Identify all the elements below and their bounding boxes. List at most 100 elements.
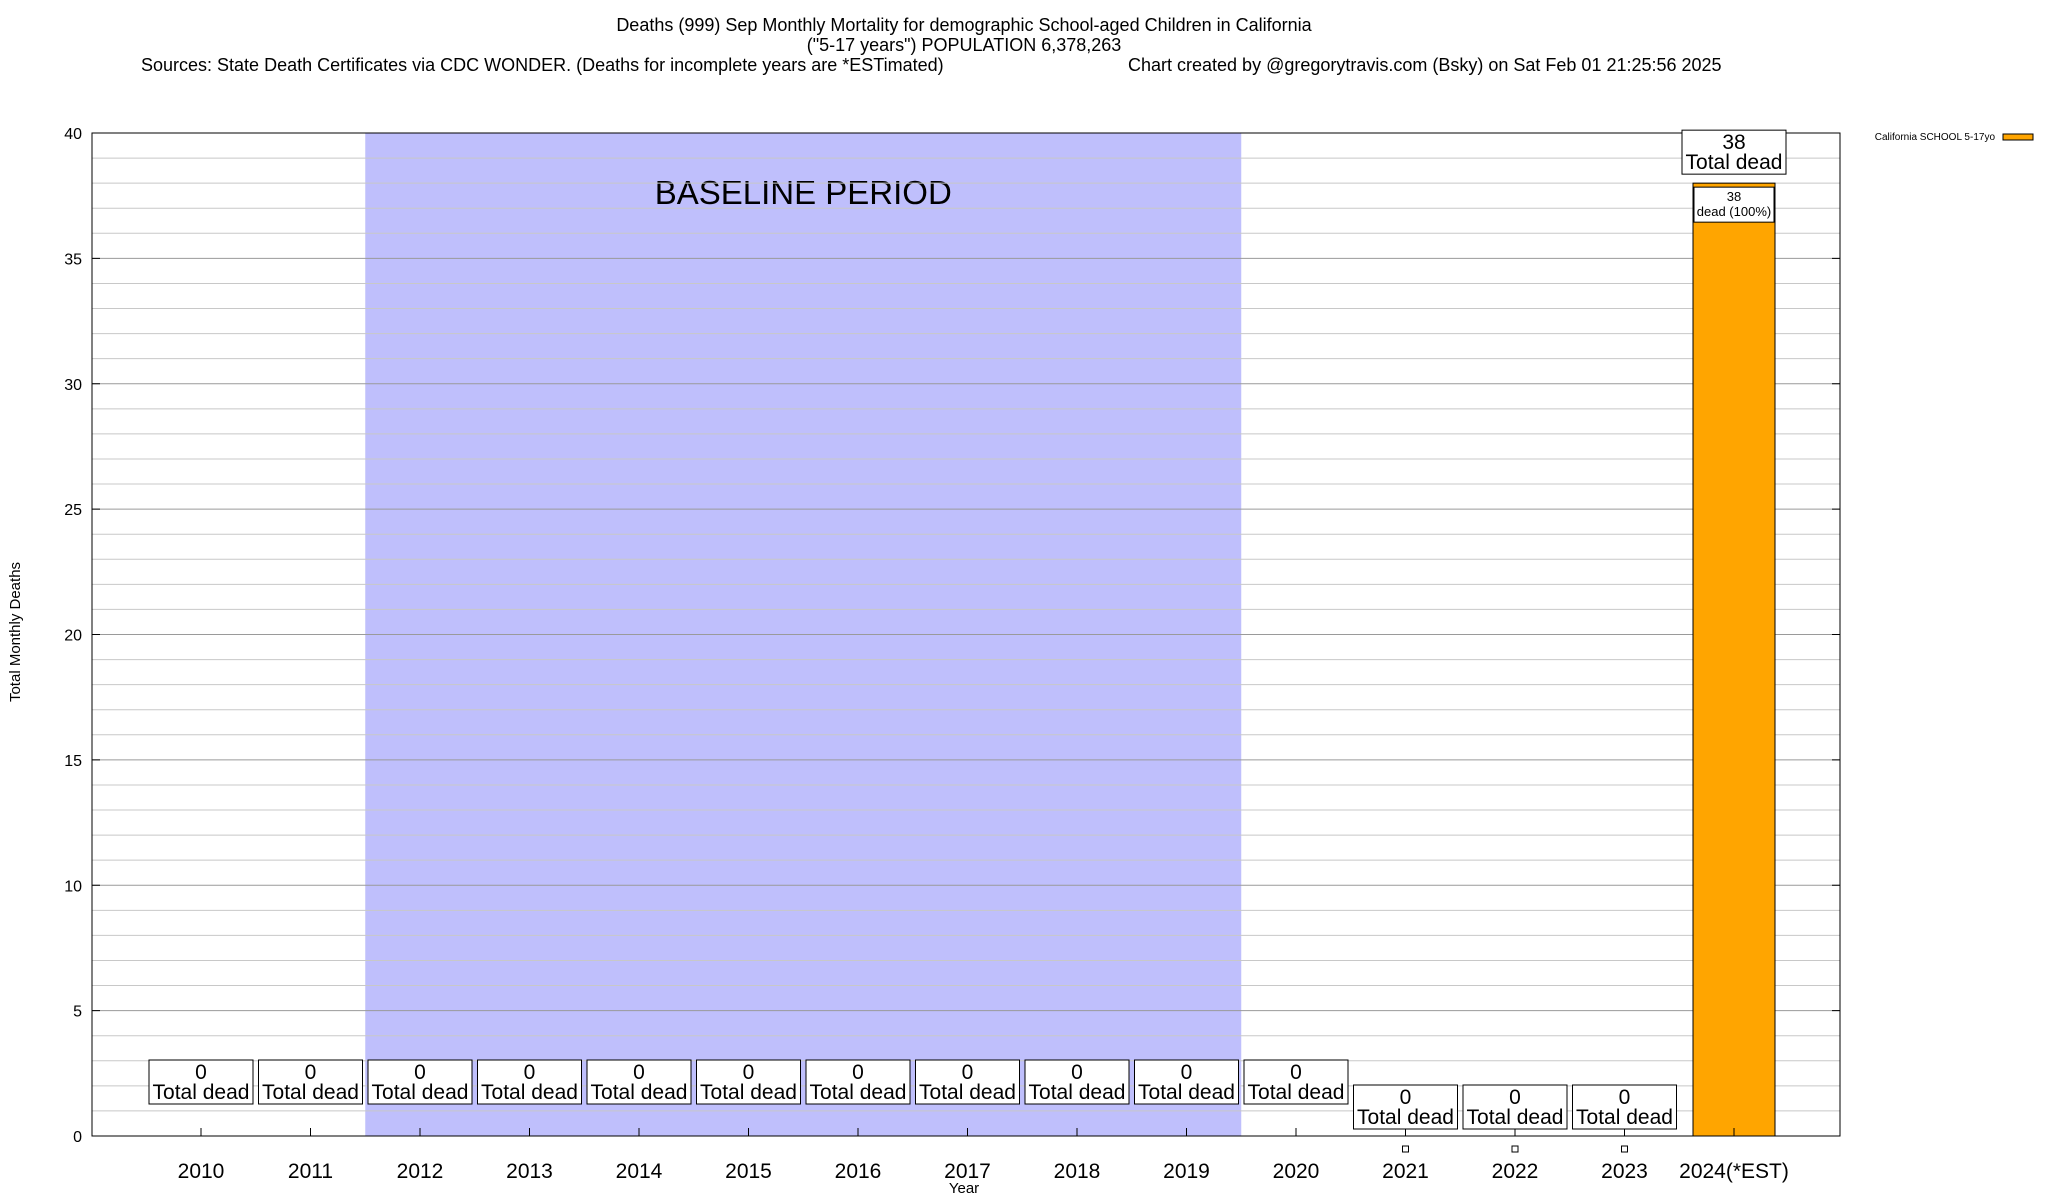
x-tick-label: 2018	[1054, 1160, 1101, 1183]
x-tick-label: 2023	[1601, 1160, 1648, 1183]
y-tick-label: 5	[73, 1004, 82, 1021]
legend-swatch	[2002, 133, 2034, 141]
x-tick-label: 2022	[1492, 1160, 1539, 1183]
total-label-box	[1462, 1084, 1568, 1130]
total-label-text: Total dead	[1357, 1106, 1454, 1129]
y-axis-ticks: 0 5 10 15 20 25 30 35 40	[64, 126, 1840, 1146]
x-tick-label: 2020	[1273, 1160, 1320, 1183]
total-label-box	[915, 1059, 1020, 1105]
y-tick-label: 40	[64, 126, 82, 143]
total-label-text: Total dead	[153, 1081, 250, 1104]
total-label-text: Total dead	[591, 1081, 688, 1104]
chart-credit: Chart created by @gregorytravis.com (Bsk…	[1128, 55, 1722, 75]
gridlines	[92, 157, 1840, 1112]
y-axis-label: Total Monthly Deaths	[7, 562, 24, 702]
total-label-text: Total dead	[700, 1081, 797, 1104]
chart-title-line-2: ("5-17 years") POPULATION 6,378,263	[807, 35, 1122, 55]
total-label-box	[477, 1059, 582, 1105]
x-tick-label: 2021	[1382, 1160, 1429, 1183]
x-axis-label: Year	[949, 1180, 979, 1197]
total-label-box	[1024, 1059, 1130, 1105]
total-label-text: Total dead	[1467, 1106, 1564, 1129]
total-label-text: Total dead	[1576, 1106, 1673, 1129]
total-label-value: 0	[1290, 1061, 1302, 1084]
total-label-value: 0	[852, 1061, 864, 1084]
total-label-box	[258, 1059, 363, 1105]
total-label-box	[148, 1059, 254, 1105]
total-label-box	[586, 1059, 692, 1105]
x-tick-label: 2024(*EST)	[1679, 1160, 1789, 1183]
total-label-value: 0	[414, 1061, 426, 1084]
total-label-value: 0	[1071, 1061, 1083, 1084]
y-tick-label: 20	[64, 628, 82, 645]
total-label-value: 0	[195, 1061, 207, 1084]
y-tick-label: 30	[64, 377, 82, 394]
y-tick-label: 15	[64, 753, 82, 770]
total-label-text: Total dead	[919, 1081, 1016, 1104]
x-tick-label: 2019	[1163, 1160, 1210, 1183]
total-label-box	[367, 1059, 473, 1105]
legend: California SCHOOL 5-17yo	[1875, 132, 2034, 143]
x-tick-label: 2013	[506, 1160, 553, 1183]
total-label-value: 0	[524, 1061, 536, 1084]
total-label-text: Total dead	[372, 1081, 469, 1104]
total-label-value: 0	[305, 1061, 317, 1084]
x-tick-label: 2011	[288, 1160, 333, 1183]
total-label-value: 0	[1509, 1086, 1521, 1109]
y-tick-label: 35	[64, 251, 82, 268]
bars	[1692, 182, 1776, 1137]
total-label-text: Total dead	[1029, 1081, 1126, 1104]
x-tick-label: 2010	[178, 1160, 225, 1183]
segment-label-value: 38	[1727, 189, 1741, 204]
baseline-label: BASELINE PERIOD	[655, 174, 952, 211]
total-label-text: Total dead	[1138, 1081, 1235, 1104]
bar-2024(*EST)	[1692, 182, 1776, 1137]
legend-label: California SCHOOL 5-17yo	[1875, 132, 1996, 143]
total-label-value: 0	[1619, 1086, 1631, 1109]
total-label-box	[1681, 129, 1787, 175]
total-label-text: Total dead	[1248, 1081, 1345, 1104]
total-label-text: Total dead	[1686, 151, 1783, 174]
total-label-box	[805, 1059, 911, 1105]
total-label-box	[1353, 1084, 1458, 1130]
x-tick-label: 2016	[835, 1160, 882, 1183]
x-axis-ticks: 2010 2011 2012 2013 2014 2015 2016 2017 2018 2019…	[178, 1128, 1789, 1183]
x-tick-label: 2017	[944, 1160, 991, 1183]
total-label-value: 0	[633, 1061, 645, 1084]
x-tick-label: 2012	[397, 1160, 444, 1183]
total-label-value: 0	[743, 1061, 755, 1084]
x-tick-label: 2015	[725, 1160, 772, 1183]
y-tick-label: 0	[73, 1129, 82, 1146]
total-label-text: Total dead	[262, 1081, 359, 1104]
segment-label-text: dead (100%)	[1697, 204, 1771, 219]
zero-marker	[1621, 1145, 1628, 1153]
total-label-box	[1243, 1059, 1349, 1105]
chart-title-line-1: Deaths (999) Sep Monthly Mortality for d…	[616, 15, 1312, 35]
total-label-value: 0	[962, 1061, 974, 1084]
total-label-box	[1572, 1084, 1677, 1130]
total-label-value: 0	[1400, 1086, 1412, 1109]
zero-marker	[1511, 1145, 1519, 1153]
total-label-text: Total dead	[481, 1081, 578, 1104]
total-label-value: 0	[1181, 1061, 1193, 1084]
zero-marker	[1402, 1145, 1409, 1153]
chart-sources: Sources: State Death Certificates via CD…	[141, 55, 944, 75]
y-tick-label: 10	[64, 878, 82, 895]
